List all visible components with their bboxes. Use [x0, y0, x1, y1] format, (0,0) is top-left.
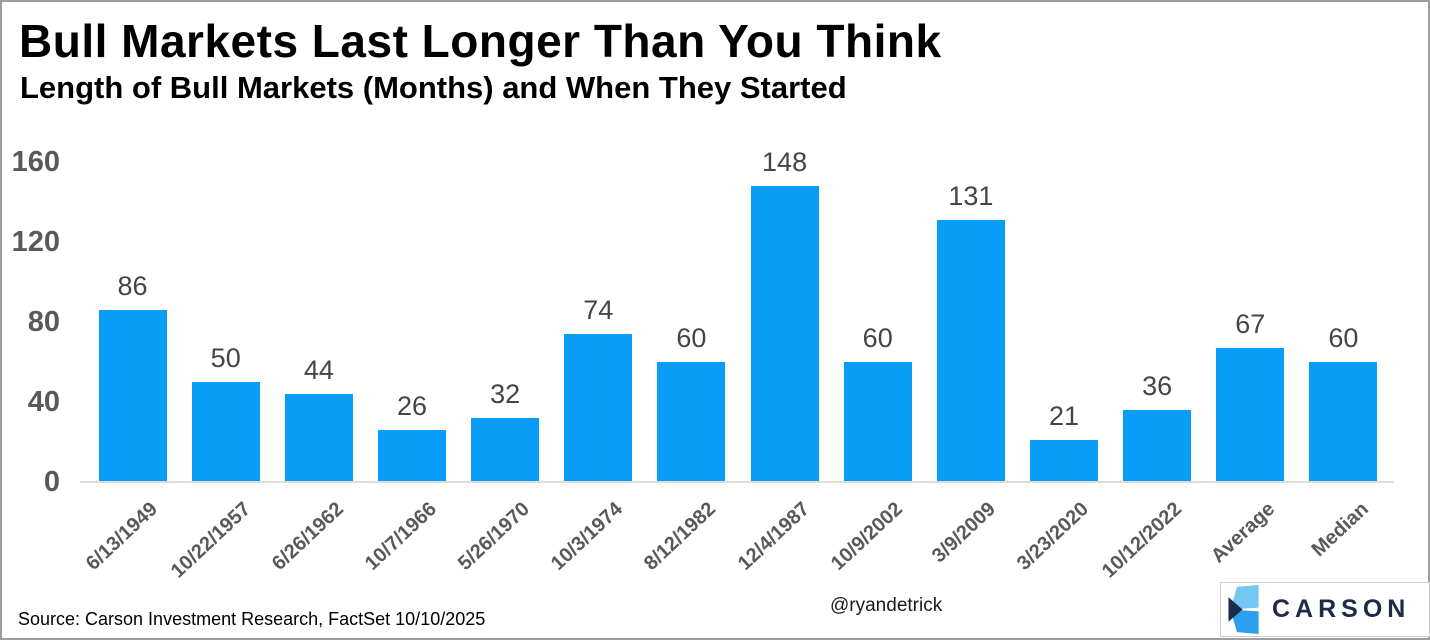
bar-value-label: 67	[1235, 309, 1266, 339]
bar	[471, 418, 540, 482]
bar-value-label: 74	[583, 295, 614, 325]
x-tick-label: Average	[1207, 498, 1280, 568]
bar-value-label: 21	[1048, 401, 1080, 431]
y-tick-label: 160	[11, 146, 60, 178]
bar-value-label: 32	[490, 379, 521, 409]
x-tick-label: 10/22/1957	[166, 498, 255, 583]
source-note: Source: Carson Investment Research, Fact…	[18, 609, 486, 629]
x-tick-label: 10/7/1966	[360, 498, 442, 575]
x-tick-label: 3/23/2020	[1012, 498, 1094, 575]
bar	[284, 394, 353, 482]
x-tick-label: 10/9/2002	[826, 498, 907, 575]
bar-value-label: 148	[762, 147, 808, 177]
bar-value-label: 26	[396, 391, 428, 421]
x-tick-label: 10/3/1974	[547, 498, 628, 575]
bar	[1309, 362, 1378, 482]
bar-value-label: 44	[303, 355, 334, 385]
bar	[1216, 348, 1285, 482]
bar-value-label: 60	[1328, 323, 1359, 353]
bar	[936, 220, 1005, 482]
x-axis-baseline	[80, 481, 1394, 483]
x-tick-label: 12/4/1987	[733, 498, 814, 575]
bar-value-label: 36	[1142, 371, 1173, 401]
twitter-handle: @ryandetrick	[830, 595, 943, 616]
bar	[378, 430, 446, 482]
bar	[1123, 410, 1192, 482]
bar	[98, 310, 167, 482]
bar-value-label: 86	[117, 271, 148, 301]
x-tick-label: 5/26/1970	[454, 498, 535, 575]
x-tick-label: 10/12/2022	[1097, 498, 1187, 583]
x-tick-label: 3/9/2009	[927, 498, 1000, 568]
y-tick-label: 40	[27, 386, 60, 418]
chart-title: Bull Markets Last Longer Than You Think	[19, 15, 942, 67]
y-tick-label: 80	[27, 306, 60, 338]
y-tick-label: 120	[11, 226, 60, 258]
carson-chevron-icon	[1228, 585, 1259, 634]
bar-value-label: 60	[862, 323, 893, 353]
bar-value-label: 131	[948, 181, 994, 211]
bar-value-label: 50	[210, 343, 241, 373]
x-tick-label: 6/13/1949	[81, 498, 162, 575]
x-tick-label: 8/12/1982	[640, 498, 721, 575]
bar	[1030, 440, 1098, 482]
x-tick-label: 6/26/1962	[267, 498, 348, 575]
bar	[750, 186, 819, 482]
bar	[843, 362, 912, 482]
y-tick-label: 0	[43, 466, 60, 498]
chart-subtitle: Length of Bull Markets (Months) and When…	[20, 70, 847, 105]
bar	[191, 382, 260, 482]
x-tick-label: Median	[1307, 498, 1373, 562]
plot-area: 86 6/13/1949 50 10/22/1957 44 6/26/1962 26 10/7…	[81, 142, 1390, 582]
bar-value-label: 60	[676, 323, 707, 353]
y-axis: 0 40 80 120 160	[2, 142, 60, 498]
bar	[564, 334, 633, 482]
carson-logo-text: CARSON	[1272, 595, 1411, 623]
carson-logo: CARSON	[1220, 582, 1430, 637]
bar	[657, 362, 726, 482]
